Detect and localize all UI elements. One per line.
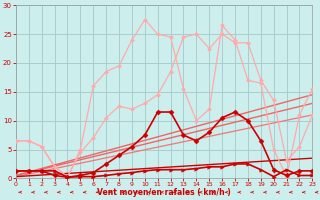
X-axis label: Vent moyen/en rafales ( km/h ): Vent moyen/en rafales ( km/h )	[97, 188, 231, 197]
